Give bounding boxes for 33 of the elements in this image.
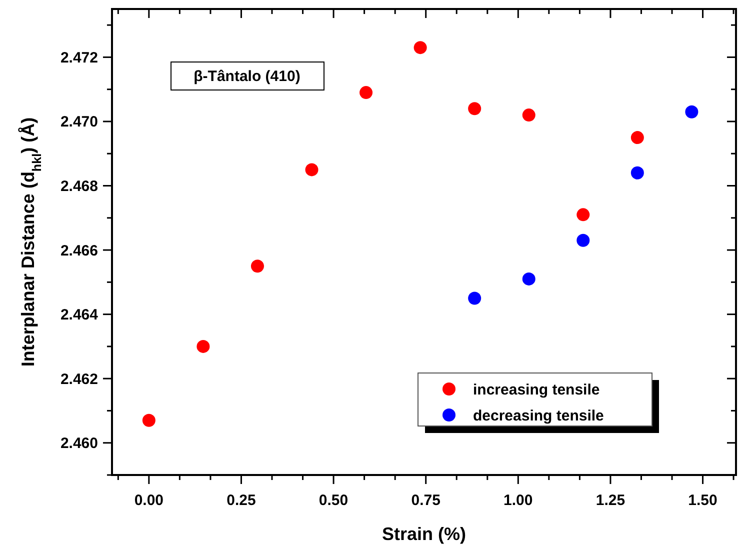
x-axis-title: Strain (%) xyxy=(382,524,466,544)
y-tick-label: 2.468 xyxy=(60,178,98,196)
point xyxy=(522,272,536,286)
x-tick-label: 1.00 xyxy=(504,492,533,509)
point xyxy=(468,102,482,116)
point xyxy=(522,108,536,122)
annotation: β-Tântalo (410) xyxy=(194,68,300,85)
point xyxy=(414,41,427,54)
x-tick-label: 1.25 xyxy=(596,492,626,509)
point xyxy=(630,166,644,180)
point xyxy=(576,234,590,247)
x-tick-label: 1.50 xyxy=(688,492,718,509)
point xyxy=(142,414,156,427)
point xyxy=(685,105,698,118)
y-tick-label: 2.460 xyxy=(60,435,98,452)
point xyxy=(196,340,210,353)
y-tick-label: 2.472 xyxy=(60,49,98,66)
point xyxy=(305,163,318,176)
legend-label: decreasing tensile xyxy=(473,407,604,424)
y-tick-label: 2.466 xyxy=(60,242,98,260)
y-tick-label: 2.462 xyxy=(60,370,98,388)
x-tick-label: 0.00 xyxy=(134,492,164,509)
point xyxy=(250,260,264,273)
x-tick-label: 0.50 xyxy=(318,492,348,509)
y-tick-label: 2.464 xyxy=(60,306,99,324)
legend-label: increasing tensile xyxy=(473,381,600,398)
point xyxy=(468,292,482,305)
x-tick-label: 0.25 xyxy=(226,492,256,509)
y-tick-label: 2.470 xyxy=(60,114,98,131)
point xyxy=(576,208,590,222)
point xyxy=(360,86,373,100)
point xyxy=(630,131,644,144)
x-tick-label: 0.75 xyxy=(411,492,440,509)
